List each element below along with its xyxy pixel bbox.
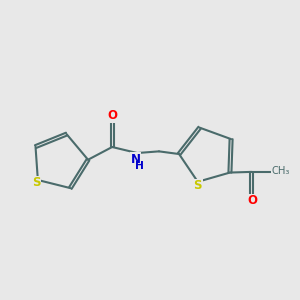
Text: O: O xyxy=(248,194,257,208)
Text: N: N xyxy=(130,153,141,166)
Text: S: S xyxy=(194,179,202,192)
Text: O: O xyxy=(107,110,117,122)
Text: H: H xyxy=(136,161,144,171)
Text: S: S xyxy=(32,176,40,189)
Text: CH₃: CH₃ xyxy=(272,166,290,176)
